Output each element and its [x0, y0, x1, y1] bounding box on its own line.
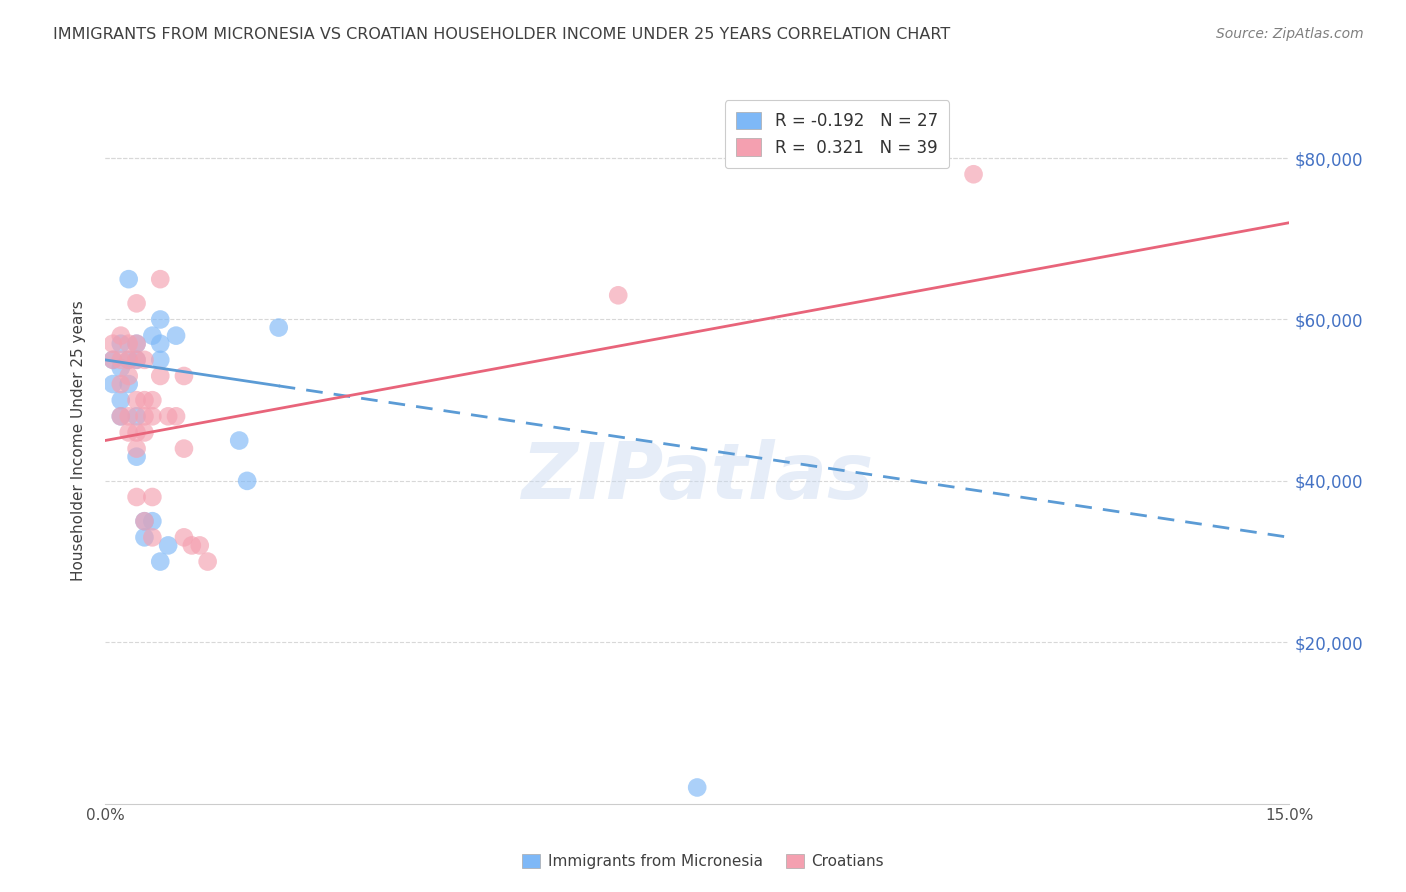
Point — [228, 434, 250, 448]
Point — [149, 272, 172, 286]
Point — [118, 352, 141, 367]
Point — [141, 490, 163, 504]
Legend: Immigrants from Micronesia, Croatians: Immigrants from Micronesia, Croatians — [516, 848, 890, 875]
Point — [173, 442, 195, 456]
Point — [173, 530, 195, 544]
Point — [125, 296, 148, 310]
Point — [141, 409, 163, 424]
Point — [125, 490, 148, 504]
Point — [118, 409, 141, 424]
Text: Source: ZipAtlas.com: Source: ZipAtlas.com — [1216, 27, 1364, 41]
Point — [141, 530, 163, 544]
Point — [118, 272, 141, 286]
Point — [962, 167, 984, 181]
Point — [134, 409, 156, 424]
Point — [180, 538, 202, 552]
Point — [134, 425, 156, 440]
Point — [110, 409, 132, 424]
Point — [110, 360, 132, 375]
Point — [118, 369, 141, 384]
Point — [125, 352, 148, 367]
Point — [118, 336, 141, 351]
Point — [188, 538, 211, 552]
Point — [134, 514, 156, 528]
Point — [101, 352, 124, 367]
Point — [134, 514, 156, 528]
Point — [173, 369, 195, 384]
Point — [157, 409, 180, 424]
Point — [149, 555, 172, 569]
Point — [118, 425, 141, 440]
Point — [607, 288, 630, 302]
Point — [125, 352, 148, 367]
Point — [157, 538, 180, 552]
Point — [149, 369, 172, 384]
Point — [125, 336, 148, 351]
Point — [197, 555, 219, 569]
Point — [110, 328, 132, 343]
Point — [125, 425, 148, 440]
Point — [101, 377, 124, 392]
Point — [110, 336, 132, 351]
Point — [149, 352, 172, 367]
Point — [141, 393, 163, 408]
Point — [118, 352, 141, 367]
Point — [101, 352, 124, 367]
Text: ZIPatlas: ZIPatlas — [522, 439, 873, 515]
Text: IMMIGRANTS FROM MICRONESIA VS CROATIAN HOUSEHOLDER INCOME UNDER 25 YEARS CORRELA: IMMIGRANTS FROM MICRONESIA VS CROATIAN H… — [53, 27, 950, 42]
Point — [125, 393, 148, 408]
Point — [125, 442, 148, 456]
Point — [110, 393, 132, 408]
Point — [134, 393, 156, 408]
Y-axis label: Householder Income Under 25 years: Householder Income Under 25 years — [72, 300, 86, 581]
Point — [165, 328, 187, 343]
Point — [125, 409, 148, 424]
Point — [236, 474, 259, 488]
Point — [141, 514, 163, 528]
Point — [165, 409, 187, 424]
Point — [125, 450, 148, 464]
Point — [110, 409, 132, 424]
Point — [118, 377, 141, 392]
Point — [110, 377, 132, 392]
Point — [267, 320, 290, 334]
Point — [125, 336, 148, 351]
Point — [110, 352, 132, 367]
Point — [141, 328, 163, 343]
Point — [134, 352, 156, 367]
Point — [686, 780, 709, 795]
Legend: R = -0.192   N = 27, R =  0.321   N = 39: R = -0.192 N = 27, R = 0.321 N = 39 — [724, 100, 949, 169]
Point — [134, 530, 156, 544]
Point — [149, 336, 172, 351]
Point — [101, 336, 124, 351]
Point — [149, 312, 172, 326]
